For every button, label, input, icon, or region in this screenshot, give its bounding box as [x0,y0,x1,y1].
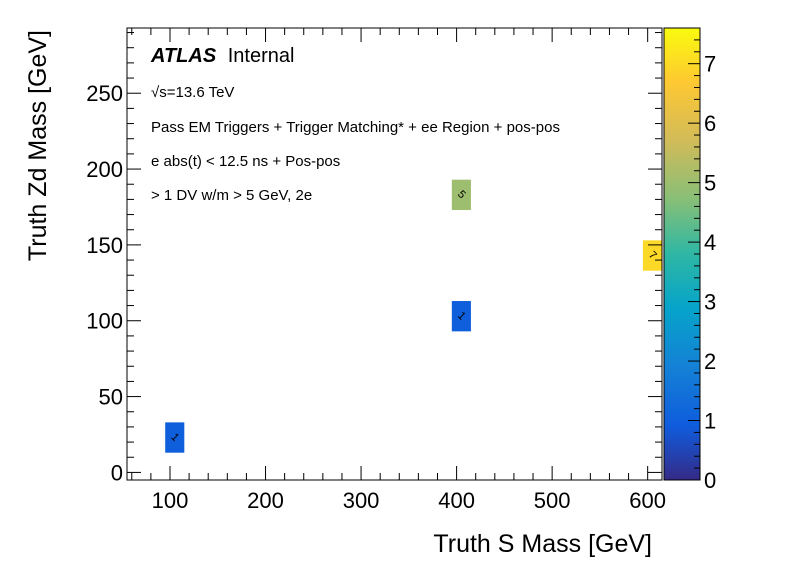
y-tick-label: 50 [99,385,123,410]
heatmap-cell [451,179,471,211]
atlas-logo-text: ATLAS [150,45,217,67]
x-tick-label: 400 [438,488,475,513]
z-tick-label: 7 [704,52,716,77]
y-tick-label: 0 [111,460,123,485]
heatmap-cell [451,301,471,332]
color-scale-ticks [688,39,700,481]
z-tick-label: 6 [704,111,716,136]
z-tick-label: 0 [704,468,716,493]
x-axis-tick-labels: 100 200 300 400 500 600 [152,488,666,513]
y-tick-label: 250 [86,81,123,106]
y-axis-ticks [127,32,662,473]
heatmap-cell [642,240,662,271]
y-tick-label: 100 [86,309,123,334]
y-axis-label: Truth Zd Mass [GeV] [24,30,52,261]
z-tick-label: 4 [704,230,716,255]
z-tick-label: 2 [704,349,716,374]
z-tick-label: 5 [704,171,716,196]
selection-line-2: e abs(t) < 12.5 ns + Pos-pos [151,153,340,170]
x-tick-label: 200 [247,488,284,513]
x-tick-label: 100 [152,488,189,513]
plot-frame [126,27,663,481]
energy-label: √s=13.6 TeV [151,84,234,101]
x-axis-ticks [131,28,649,480]
y-tick-label: 150 [86,233,123,258]
z-tick-label: 3 [704,290,716,315]
atlas-label: ATLAS Internal [150,45,294,67]
atlas-suffix-text: Internal [228,45,295,67]
heatmap-cell [165,422,185,453]
z-tick-label: 1 [704,409,716,434]
x-tick-label: 600 [629,488,666,513]
x-tick-label: 300 [343,488,380,513]
y-axis-tick-labels: 0 50 100 150 200 250 [86,81,123,485]
x-tick-label: 500 [534,488,571,513]
selection-line-1: Pass EM Triggers + Trigger Matching* + e… [151,119,560,136]
color-scale-tick-labels: 0 1 2 3 4 5 6 7 [704,52,716,493]
selection-line-3: > 1 DV w/m > 5 GeV, 2e [151,187,312,204]
x-axis-label: Truth S Mass [GeV] [433,530,652,558]
y-tick-label: 200 [86,157,123,182]
